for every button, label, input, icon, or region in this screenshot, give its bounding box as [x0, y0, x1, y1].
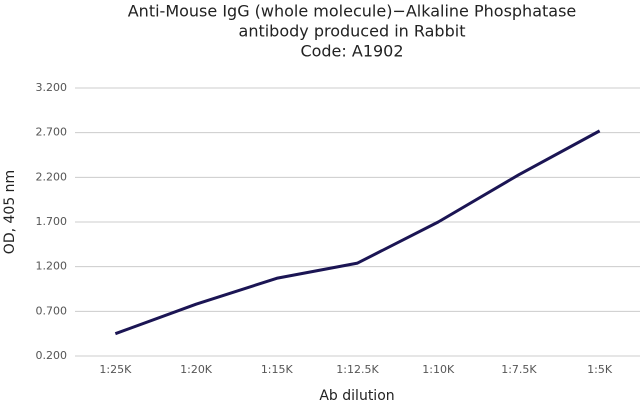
y-tick-label: 1.200 [36, 260, 68, 273]
y-tick-label: 2.700 [36, 126, 68, 139]
x-tick-label: 1:5K [587, 363, 613, 376]
x-tick-label: 1:10K [422, 363, 455, 376]
x-tick-label: 1:12.5K [336, 363, 379, 376]
x-axis-label: Ab dilution [319, 388, 394, 404]
data-line [114, 129, 601, 336]
y-axis-label: OD, 405 nm [2, 170, 18, 254]
chart-title: antibody produced in Rabbit [239, 22, 466, 41]
x-tick-label: 1:15K [261, 363, 294, 376]
y-tick-label: 3.200 [36, 81, 68, 94]
y-tick-label: 2.200 [36, 170, 68, 183]
x-tick-label: 1:7.5K [501, 363, 537, 376]
y-tick-label: 1.700 [36, 215, 68, 228]
y-tick-label: 0.200 [36, 349, 68, 362]
y-tick-label: 0.700 [36, 304, 68, 317]
chart-title: Code: A1902 [300, 42, 403, 61]
x-tick-label: 1:20K [180, 363, 213, 376]
x-tick-label: 1:25K [99, 363, 132, 376]
chart-title: Anti-Mouse IgG (whole molecule)−Alkaline… [128, 2, 577, 21]
